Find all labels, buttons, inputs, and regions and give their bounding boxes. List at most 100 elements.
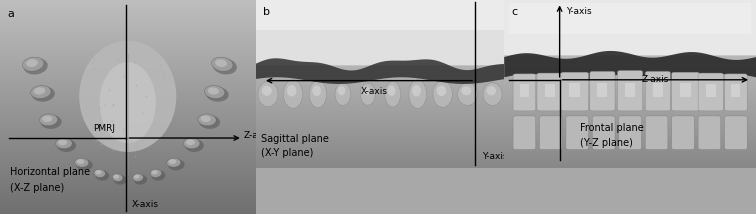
Ellipse shape xyxy=(433,81,452,107)
Ellipse shape xyxy=(206,87,228,102)
Polygon shape xyxy=(256,58,505,84)
Ellipse shape xyxy=(361,83,375,105)
Ellipse shape xyxy=(363,86,370,95)
Ellipse shape xyxy=(208,87,219,95)
Ellipse shape xyxy=(151,170,158,175)
Ellipse shape xyxy=(134,174,140,179)
FancyBboxPatch shape xyxy=(671,72,699,111)
FancyBboxPatch shape xyxy=(540,116,562,150)
Ellipse shape xyxy=(186,139,195,145)
Ellipse shape xyxy=(95,170,109,181)
FancyBboxPatch shape xyxy=(671,116,694,150)
Ellipse shape xyxy=(113,174,119,179)
FancyBboxPatch shape xyxy=(618,71,643,111)
Ellipse shape xyxy=(312,85,321,96)
Text: Y-axis: Y-axis xyxy=(566,7,591,16)
Ellipse shape xyxy=(76,159,93,170)
Bar xyxy=(597,83,608,97)
Ellipse shape xyxy=(385,81,401,107)
Ellipse shape xyxy=(461,86,471,95)
Ellipse shape xyxy=(113,175,127,185)
Ellipse shape xyxy=(94,169,105,177)
Text: Frontal plane: Frontal plane xyxy=(580,123,643,133)
FancyBboxPatch shape xyxy=(724,74,747,111)
FancyBboxPatch shape xyxy=(698,73,723,111)
Ellipse shape xyxy=(150,169,162,177)
Bar xyxy=(680,83,691,97)
Ellipse shape xyxy=(169,159,176,164)
Ellipse shape xyxy=(409,80,426,108)
Ellipse shape xyxy=(58,139,67,145)
FancyBboxPatch shape xyxy=(619,116,641,150)
Text: a: a xyxy=(8,9,14,19)
Ellipse shape xyxy=(57,139,76,152)
Ellipse shape xyxy=(184,138,200,149)
Ellipse shape xyxy=(23,58,48,74)
Ellipse shape xyxy=(309,81,327,108)
Ellipse shape xyxy=(198,114,216,126)
Ellipse shape xyxy=(39,114,57,126)
Ellipse shape xyxy=(134,175,147,185)
Ellipse shape xyxy=(258,82,278,107)
Text: (X-Y plane): (X-Y plane) xyxy=(261,148,313,158)
Ellipse shape xyxy=(41,115,61,129)
Ellipse shape xyxy=(212,57,233,71)
Bar xyxy=(256,0,505,30)
Text: (X-Z plane): (X-Z plane) xyxy=(11,183,64,193)
Ellipse shape xyxy=(388,86,395,96)
Ellipse shape xyxy=(167,158,181,167)
FancyBboxPatch shape xyxy=(698,116,720,150)
Ellipse shape xyxy=(287,85,296,96)
Ellipse shape xyxy=(151,170,166,181)
FancyBboxPatch shape xyxy=(537,73,562,111)
Ellipse shape xyxy=(199,115,220,129)
FancyBboxPatch shape xyxy=(645,116,668,150)
FancyBboxPatch shape xyxy=(253,0,507,65)
Text: (Y-Z plane): (Y-Z plane) xyxy=(580,138,633,148)
Ellipse shape xyxy=(436,85,446,96)
FancyBboxPatch shape xyxy=(561,72,589,111)
Ellipse shape xyxy=(168,159,184,170)
Ellipse shape xyxy=(34,87,45,95)
Text: Horizontal plane: Horizontal plane xyxy=(11,166,91,177)
Ellipse shape xyxy=(132,174,144,181)
FancyBboxPatch shape xyxy=(590,71,615,111)
Text: Sagittal plane: Sagittal plane xyxy=(261,134,328,144)
Bar xyxy=(569,83,581,97)
Bar xyxy=(625,83,635,97)
Text: b: b xyxy=(263,7,270,17)
Ellipse shape xyxy=(200,116,211,122)
Ellipse shape xyxy=(412,85,421,97)
Ellipse shape xyxy=(262,86,271,96)
Bar xyxy=(652,83,663,97)
Ellipse shape xyxy=(56,138,72,149)
Text: Y-axis: Y-axis xyxy=(482,152,508,161)
FancyBboxPatch shape xyxy=(502,0,756,55)
Text: Z-axis: Z-axis xyxy=(641,75,669,84)
FancyBboxPatch shape xyxy=(645,71,671,111)
Ellipse shape xyxy=(42,116,52,122)
Text: PMRJ: PMRJ xyxy=(93,124,115,133)
Ellipse shape xyxy=(95,170,101,175)
Text: X-axis: X-axis xyxy=(361,87,387,96)
Ellipse shape xyxy=(335,83,351,106)
Text: c: c xyxy=(512,7,518,17)
Text: Z-axis: Z-axis xyxy=(244,131,271,140)
Bar xyxy=(520,84,528,97)
FancyBboxPatch shape xyxy=(566,116,589,150)
FancyBboxPatch shape xyxy=(513,116,536,150)
Polygon shape xyxy=(504,51,756,81)
Text: X-axis: X-axis xyxy=(132,200,159,209)
Ellipse shape xyxy=(79,41,176,152)
Bar xyxy=(544,84,555,97)
Ellipse shape xyxy=(184,139,204,152)
Ellipse shape xyxy=(487,86,496,95)
FancyBboxPatch shape xyxy=(593,116,615,150)
Bar xyxy=(705,84,716,97)
Ellipse shape xyxy=(32,87,55,102)
Ellipse shape xyxy=(112,174,123,181)
Ellipse shape xyxy=(31,86,51,98)
Ellipse shape xyxy=(284,80,302,108)
Ellipse shape xyxy=(457,83,478,105)
Ellipse shape xyxy=(213,58,237,74)
